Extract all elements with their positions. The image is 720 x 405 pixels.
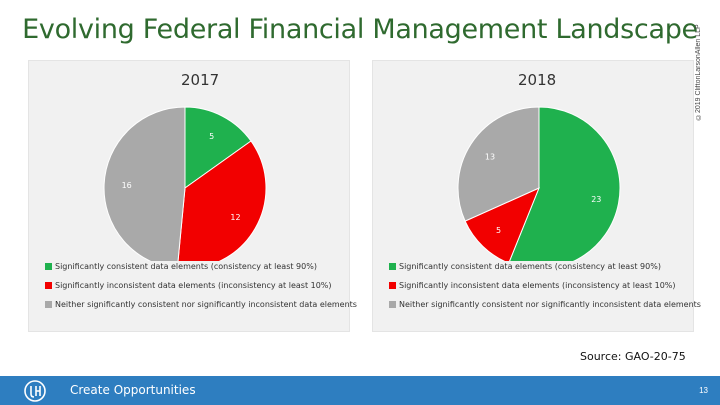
legend-label: Significantly consistent data elements (… — [399, 262, 661, 271]
pie-chart-2017: 5 12 16 — [103, 106, 267, 261]
legend-label: Significantly inconsistent data elements… — [55, 281, 332, 290]
company-logo-icon — [24, 380, 46, 402]
legend-label: Significantly inconsistent data elements… — [399, 281, 676, 290]
legend-item-neither: Neither significantly consistent nor sig… — [389, 295, 701, 314]
legend-swatch-green — [45, 263, 52, 270]
data-label: 12 — [230, 213, 240, 222]
legend-item-inconsistent: Significantly inconsistent data elements… — [389, 276, 701, 295]
legend-2018: Significantly consistent data elements (… — [389, 257, 701, 314]
chart-panel-2018: 2018 23 5 13 Significantly consistent data… — [372, 60, 701, 332]
data-label: 16 — [122, 181, 132, 190]
slice-consistent — [184, 106, 252, 189]
legend-item-inconsistent: Significantly inconsistent data elements… — [45, 276, 357, 295]
data-label: 5 — [209, 132, 214, 141]
legend-swatch-red — [45, 282, 52, 289]
page-number: 13 — [699, 386, 708, 395]
slice-consistent — [509, 106, 621, 261]
legend-label: Neither significantly consistent nor sig… — [55, 300, 357, 309]
chart-panel-2017: 2017 5 12 16 Significantly consistent data… — [28, 60, 357, 332]
legend-swatch-gray — [45, 301, 52, 308]
data-label: 23 — [591, 195, 601, 204]
legend-item-consistent: Significantly consistent data elements (… — [45, 257, 357, 276]
page-title: Evolving Federal Financial Management La… — [22, 14, 698, 45]
legend-swatch-red — [389, 282, 396, 289]
legend-label: Neither significantly consistent nor sig… — [399, 300, 701, 309]
legend-swatch-gray — [389, 301, 396, 308]
legend-2017: Significantly consistent data elements (… — [45, 257, 357, 314]
data-label: 13 — [485, 152, 495, 161]
chart-title: 2018 — [518, 71, 557, 89]
legend-swatch-green — [389, 263, 396, 270]
footer-tagline: Create Opportunities — [70, 383, 196, 397]
source-note: Source: GAO-20-75 — [580, 350, 686, 363]
slice-neither — [457, 106, 540, 222]
legend-item-neither: Neither significantly consistent nor sig… — [45, 295, 357, 314]
legend-label: Significantly consistent data elements (… — [55, 262, 317, 271]
footer-bar: Create Opportunities 13 — [0, 376, 720, 405]
copyright-notice: ©2019 CliftonLarsonAllen LLP — [695, 24, 702, 120]
legend-item-consistent: Significantly consistent data elements (… — [389, 257, 701, 276]
chart-title: 2017 — [181, 71, 220, 89]
pie-chart-2018: 23 5 13 — [457, 106, 621, 261]
slice-inconsistent — [464, 187, 540, 261]
slice-inconsistent — [177, 140, 267, 261]
data-label: 5 — [496, 226, 501, 235]
slice-neither — [103, 106, 186, 261]
